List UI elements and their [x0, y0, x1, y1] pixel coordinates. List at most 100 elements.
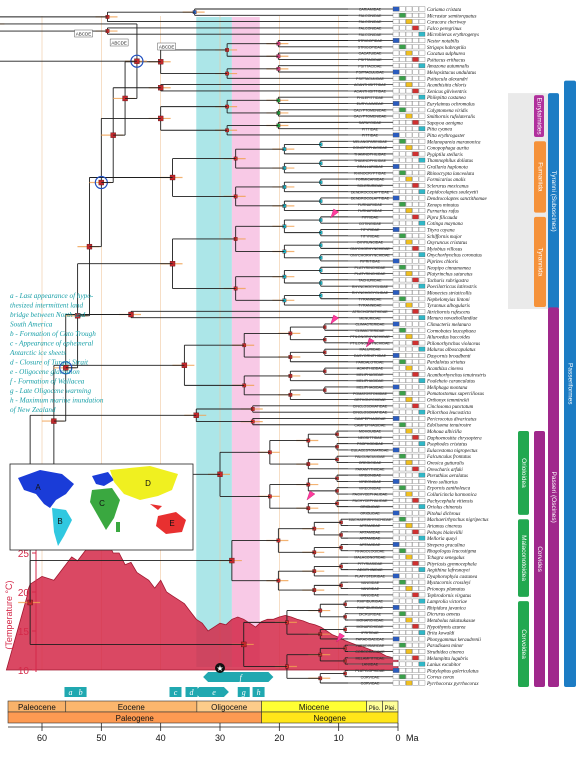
map-region-label: D [145, 479, 151, 488]
family-label: FALCONIDAE [359, 26, 382, 30]
area-box [418, 120, 426, 125]
area-box [418, 359, 426, 365]
family-label: PARAMYTHIIDAE [355, 467, 385, 471]
species-label: Ptilorrhoa leucosticta [426, 411, 471, 416]
area-box [399, 680, 406, 686]
legend-event-cont: Antarctic ice sheets [9, 349, 66, 357]
area-box [399, 126, 406, 132]
node-area-box [109, 38, 129, 47]
eurylaimides-bar [534, 95, 544, 137]
area-box [399, 560, 406, 566]
epoch-label: Eocene [118, 703, 146, 712]
area-box [399, 214, 406, 220]
area-box [399, 466, 406, 472]
tyrannida-bar [534, 216, 546, 308]
area-box [405, 208, 413, 213]
species-label: Rhagologus leucostigma [426, 550, 477, 555]
area-box [412, 390, 419, 396]
area-box [392, 88, 400, 94]
species-label: Pitta cyanea [426, 128, 453, 133]
species-label: Phonygammus keraudrenii [426, 638, 481, 643]
area-box [412, 138, 419, 144]
species-label: Poecilotriccus latirostris [426, 285, 477, 290]
species-label: Mystacornis crossleyi [426, 581, 471, 586]
late-oligocene-band [231, 17, 260, 667]
area-box [412, 655, 419, 661]
event-label: c [174, 688, 178, 697]
family-label: VIREONIDAE [359, 480, 382, 484]
area-box [392, 57, 400, 62]
area-box [412, 680, 419, 686]
species-label: Sclerurus mexicanus [427, 184, 469, 189]
area-box [418, 497, 426, 503]
area-box [405, 239, 413, 245]
area-box [392, 44, 400, 50]
area-box [418, 214, 426, 220]
area-box [399, 138, 406, 144]
area-box [392, 220, 400, 226]
area-box [399, 523, 406, 528]
species-label: Tephrodornis virgatus [427, 594, 471, 599]
area-box [412, 271, 419, 276]
family-label: PIPRITIDAE [360, 260, 381, 264]
legend-event: a - Last appearance of hypo- [10, 292, 94, 300]
area-box [399, 403, 406, 409]
area-box [418, 668, 426, 673]
area-box [399, 290, 406, 295]
area-box [399, 548, 406, 554]
area-box [392, 183, 400, 188]
world-map-inset: A B C D E [9, 463, 194, 551]
area-box [412, 113, 419, 119]
species-label: Lepidocolaptes souleyetii [426, 191, 479, 196]
area-box [392, 12, 400, 18]
species-label: Peltops blainvillii [426, 531, 463, 536]
area-box [418, 315, 426, 321]
area-box [405, 623, 413, 629]
area-box [392, 25, 400, 31]
area-box [392, 340, 400, 346]
area-box [399, 579, 406, 585]
area-box [392, 630, 400, 635]
area-box [412, 101, 419, 106]
area-box [399, 378, 406, 383]
family-label: ARTAMIDAE [360, 524, 381, 528]
family-label: DENDROCOLAPTIDAE [351, 197, 390, 201]
area-box [399, 416, 406, 421]
area-box [412, 38, 419, 43]
area-box [392, 252, 400, 258]
area-box [392, 466, 400, 472]
area-box [399, 441, 406, 446]
family-label: PARADISAEIDAE [356, 638, 385, 642]
family-label: CLIMACTERIDAE [355, 329, 385, 333]
area-box [418, 25, 426, 31]
area-box [412, 554, 419, 560]
family-label: DASYORNITHIDAE [354, 354, 387, 358]
species-label: Pteruthius aeralatus [426, 474, 468, 479]
family-label: FALCONIDAE [359, 33, 382, 37]
family-label: FURNARIIDAE [358, 209, 383, 213]
suboscines-bar [548, 93, 559, 310]
area-box [412, 567, 419, 572]
species-label: Aegithina lafresnayei [426, 569, 470, 574]
area-box [405, 151, 413, 157]
area-box [418, 548, 426, 554]
species-label: Tchagra senegalus [427, 556, 465, 561]
area-box [412, 233, 419, 239]
family-label: CONOPOPHAGIDAE [353, 146, 388, 150]
area-box [399, 668, 406, 673]
area-box [412, 516, 419, 522]
family-label: TYRANNIDAE [358, 304, 382, 308]
area-box [392, 321, 400, 327]
area-box [418, 227, 426, 232]
area-box [418, 516, 426, 522]
area-box [399, 340, 406, 346]
species-label: Daphoenositta chrysoptera [426, 436, 482, 441]
area-box [392, 277, 400, 283]
area-box [412, 321, 419, 327]
species-label: Falco peregrinus [426, 27, 461, 32]
species-label: Cacatua sulphurea [427, 52, 466, 57]
area-box [392, 605, 400, 610]
legend-event: f - Formation of Wallacea [10, 378, 85, 386]
area-box [405, 472, 413, 478]
area-box [405, 101, 413, 106]
